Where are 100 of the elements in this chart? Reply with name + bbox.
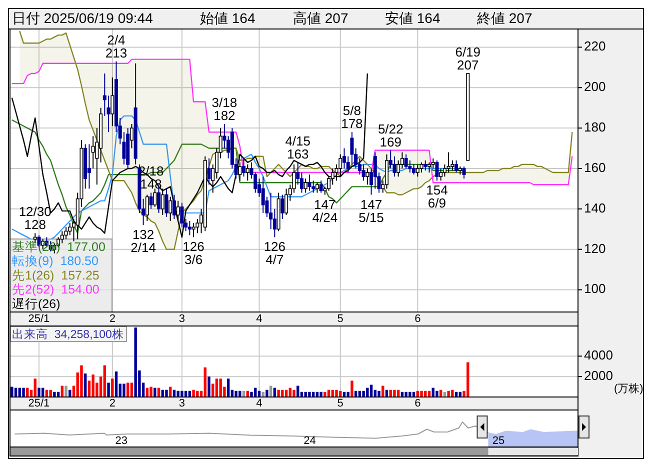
bar bbox=[204, 367, 206, 397]
candlestick bbox=[110, 77, 114, 127]
candlestick bbox=[431, 158, 435, 169]
bar bbox=[238, 390, 242, 397]
candlestick bbox=[446, 152, 450, 174]
candlestick bbox=[238, 162, 242, 182]
candlestick bbox=[304, 178, 308, 194]
bar bbox=[320, 392, 322, 397]
x-tick-label: 24 bbox=[304, 435, 316, 447]
candlestick bbox=[439, 168, 443, 182]
text: 始値 164 bbox=[200, 10, 256, 26]
candlestick bbox=[315, 182, 319, 194]
candlestick bbox=[130, 124, 134, 149]
candlestick bbox=[91, 136, 95, 169]
bar bbox=[277, 390, 280, 397]
annotation: 3/18 182 bbox=[212, 95, 238, 124]
bar bbox=[226, 378, 230, 397]
candlestick bbox=[319, 180, 323, 194]
y-tick-label: 2000 bbox=[584, 368, 613, 384]
candlestick bbox=[412, 164, 416, 176]
text: 安値 164 bbox=[385, 10, 440, 26]
bar bbox=[111, 378, 114, 397]
candlestick bbox=[308, 174, 312, 192]
candlestick bbox=[427, 162, 431, 174]
candlestick bbox=[153, 188, 157, 208]
x-tick-label: 3 bbox=[178, 312, 186, 325]
bar bbox=[219, 378, 222, 397]
bar bbox=[176, 390, 180, 397]
bar bbox=[350, 380, 354, 397]
text: 遅行(26) bbox=[12, 296, 60, 311]
candlestick bbox=[284, 188, 288, 216]
x-tick-label: 2 bbox=[109, 397, 116, 410]
bar bbox=[10, 386, 14, 397]
bar bbox=[34, 378, 36, 397]
bar bbox=[281, 390, 284, 397]
candlestick bbox=[207, 158, 211, 186]
x-tick-label: 6 bbox=[414, 397, 421, 410]
bar bbox=[84, 374, 87, 397]
bar bbox=[22, 388, 25, 397]
candlestick bbox=[176, 200, 180, 222]
bar bbox=[64, 386, 68, 397]
bar bbox=[130, 382, 134, 397]
bar bbox=[408, 392, 412, 397]
candlestick bbox=[87, 144, 91, 190]
candlestick bbox=[420, 162, 424, 174]
bar bbox=[378, 390, 380, 397]
bar bbox=[404, 392, 408, 397]
candlestick bbox=[366, 168, 370, 186]
text: 先1(26) 157.25 bbox=[12, 268, 100, 282]
bar bbox=[250, 392, 253, 397]
candlestick bbox=[454, 160, 458, 174]
y-tick-label: 140 bbox=[584, 200, 606, 216]
bar bbox=[154, 388, 156, 397]
bar bbox=[208, 376, 210, 397]
annotation: 6/19 207 bbox=[455, 44, 481, 72]
bar bbox=[432, 388, 434, 397]
text: 日付 2025/06/19 09:44 bbox=[12, 10, 154, 26]
bar bbox=[165, 390, 168, 397]
candlestick bbox=[145, 194, 149, 222]
bar bbox=[107, 382, 110, 397]
x-tick-label: 25 bbox=[492, 435, 505, 447]
candlestick bbox=[64, 226, 68, 240]
chart-title: 出来高 34,258,100株 bbox=[12, 327, 124, 341]
bar bbox=[324, 392, 326, 397]
bar bbox=[466, 362, 470, 397]
annotation: 2/4 213 bbox=[105, 32, 128, 60]
x-tick-label: 6 bbox=[414, 312, 421, 325]
y-tick-label: 180 bbox=[584, 119, 606, 134]
bar bbox=[335, 390, 338, 397]
bar bbox=[346, 392, 350, 397]
candlestick bbox=[404, 154, 408, 169]
x-tick-label: 5 bbox=[337, 397, 344, 410]
bar bbox=[370, 384, 373, 397]
text: 先2(52) 154.00 bbox=[12, 282, 100, 297]
bar bbox=[447, 390, 450, 397]
annotation: 132 2/14 bbox=[130, 227, 156, 256]
x-tick-label: 25/1 bbox=[28, 312, 50, 325]
candlestick bbox=[60, 230, 64, 244]
text: 終値 207 bbox=[476, 10, 532, 26]
bar bbox=[234, 390, 238, 397]
x-tick-label: 4 bbox=[256, 397, 262, 410]
annotation: 147 4/24 bbox=[312, 196, 338, 225]
candlestick bbox=[106, 95, 110, 133]
bar bbox=[49, 390, 52, 397]
bar bbox=[362, 390, 365, 397]
candlestick bbox=[168, 196, 172, 222]
bar bbox=[262, 392, 264, 397]
annotation: 126 3/6 bbox=[182, 239, 204, 268]
x-tick-label: 23 bbox=[115, 435, 128, 447]
candlestick bbox=[261, 176, 265, 214]
bar bbox=[126, 382, 130, 397]
annotation: 5/22 169 bbox=[378, 121, 404, 150]
candlestick bbox=[160, 188, 164, 216]
bar bbox=[80, 365, 83, 397]
annotation: 126 4/7 bbox=[264, 239, 286, 268]
bar bbox=[134, 328, 137, 397]
bar bbox=[114, 371, 118, 397]
annotation: 4/15 163 bbox=[285, 133, 311, 162]
bar bbox=[393, 390, 396, 397]
bar bbox=[308, 392, 311, 397]
